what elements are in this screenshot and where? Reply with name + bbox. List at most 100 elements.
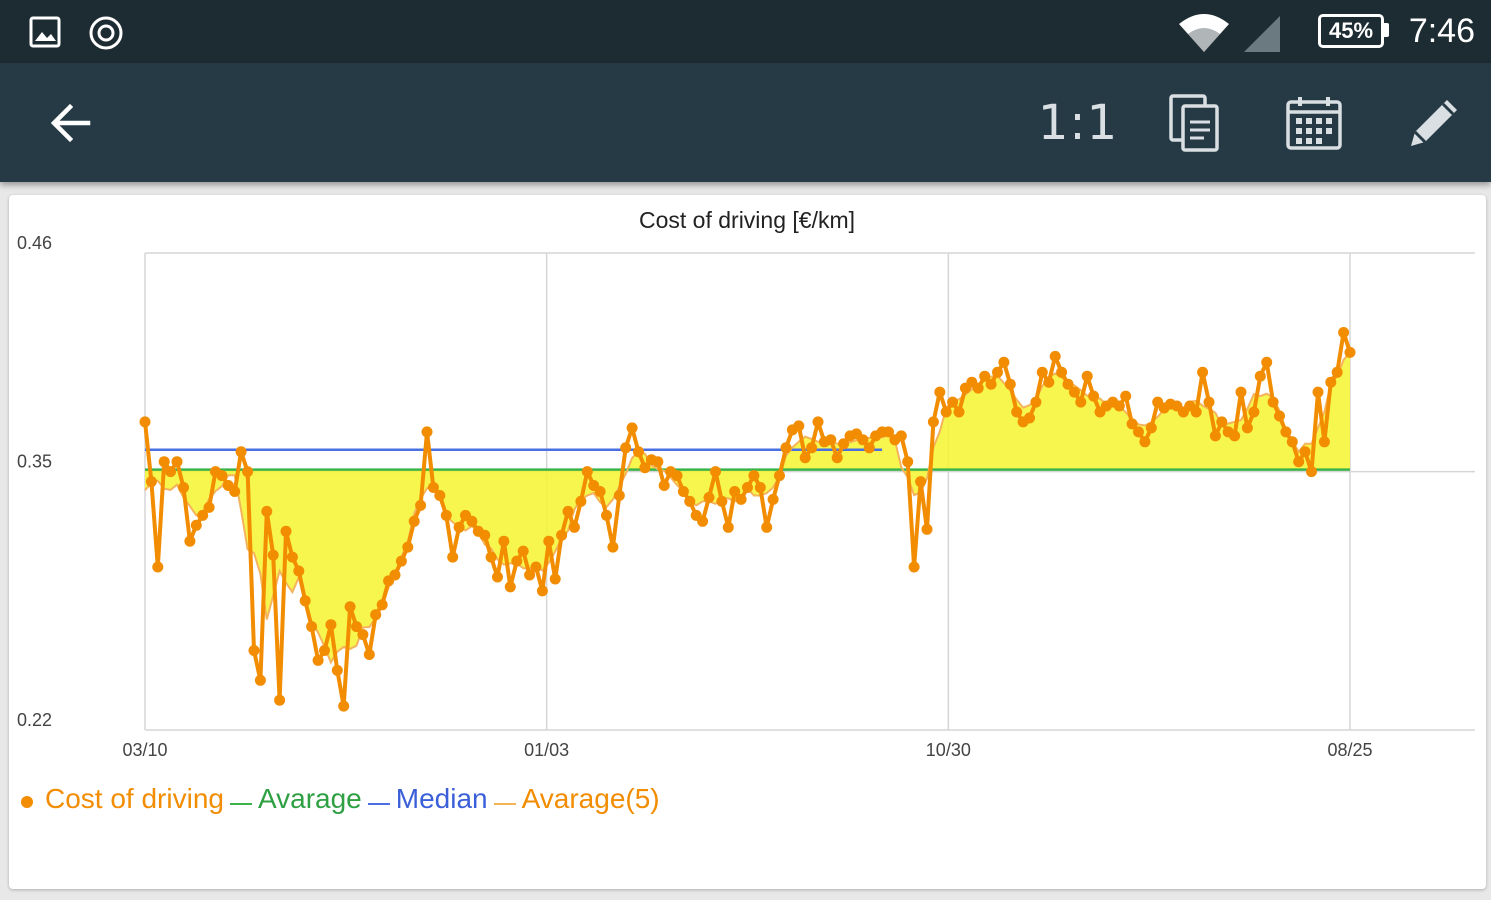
data-point-47	[440, 509, 452, 521]
data-point-74	[613, 490, 625, 501]
data-point-176	[1267, 396, 1279, 408]
legend-label-cost: Cost of driving	[45, 783, 224, 814]
edit-button[interactable]	[1394, 63, 1474, 182]
calendar-button[interactable]	[1274, 63, 1354, 182]
data-point-92	[729, 486, 741, 497]
data-point-96	[754, 482, 766, 493]
data-point-138	[1024, 412, 1035, 424]
copy-button[interactable]	[1155, 63, 1235, 182]
data-point-188	[1344, 346, 1356, 358]
calendar-icon	[1286, 96, 1342, 150]
data-point-68	[575, 495, 587, 507]
data-point-30	[331, 664, 343, 676]
data-point-182	[1306, 466, 1317, 478]
data-point-56	[498, 535, 510, 547]
data-point-80	[652, 456, 664, 468]
data-point-12	[216, 470, 228, 482]
data-point-66	[562, 505, 574, 517]
chart-series	[139, 327, 1356, 712]
data-point-76	[626, 422, 638, 434]
data-point-164	[1190, 406, 1202, 418]
data-point-112	[857, 434, 869, 446]
image-icon	[29, 16, 61, 48]
data-point-89	[710, 466, 721, 478]
data-point-148	[1088, 390, 1100, 402]
data-point-178	[1280, 426, 1292, 438]
data-point-130	[972, 382, 984, 394]
data-point-109	[838, 438, 850, 450]
data-point-135	[1004, 378, 1016, 390]
data-point-144	[1062, 378, 1074, 390]
data-point-73	[607, 541, 619, 553]
data-point-172	[1241, 422, 1253, 434]
data-point-143	[1056, 366, 1068, 378]
y-tick-label-2: 0.22	[17, 710, 52, 730]
data-point-166	[1203, 396, 1215, 408]
data-point-22	[280, 525, 292, 537]
data-point-60	[524, 569, 536, 581]
data-point-99	[774, 470, 785, 482]
data-point-185	[1325, 376, 1337, 388]
data-point-180	[1293, 456, 1305, 468]
data-point-64	[549, 573, 561, 585]
chart-ticks: 0.46 0.35 0.22 03/10 01/03 10/30 08/25	[17, 233, 1373, 760]
status-clock: 7:46	[1408, 12, 1475, 50]
data-point-121	[915, 476, 927, 488]
y-tick-label-1: 0.35	[17, 452, 52, 472]
data-point-126	[947, 396, 959, 408]
data-point-27	[312, 654, 324, 666]
battery-level: 45%	[1328, 18, 1374, 43]
data-point-181	[1299, 446, 1311, 458]
data-point-104	[806, 442, 818, 454]
data-point-170	[1229, 430, 1241, 442]
data-point-90	[716, 495, 728, 507]
data-point-59	[517, 545, 529, 557]
data-point-83	[671, 470, 683, 482]
data-point-142	[1049, 350, 1061, 362]
data-point-7	[184, 535, 196, 547]
data-point-16	[242, 466, 254, 478]
back-button[interactable]	[30, 63, 110, 182]
ratio-label: 1:1	[1037, 94, 1119, 151]
data-point-61	[530, 561, 542, 573]
data-point-36	[370, 609, 382, 621]
x-tick-label-2: 10/30	[926, 740, 971, 760]
data-point-72	[601, 509, 612, 521]
data-point-4	[165, 466, 177, 478]
cost-chart[interactable]: Cost of driving [€/km] 0.46 0.35 0.22 03/10…	[9, 195, 1486, 775]
data-point-177	[1274, 410, 1285, 422]
chart-legend: Cost of driving Avarage Median Avarage(5…	[21, 783, 666, 815]
legend-marker-cost	[21, 796, 33, 808]
data-point-29	[325, 619, 337, 631]
sync-icon	[89, 16, 123, 50]
data-point-147	[1081, 370, 1093, 382]
x-tick-label-1: 01/03	[524, 740, 569, 760]
ratio-button[interactable]: 1:1	[1030, 63, 1126, 182]
arrow-left-icon	[50, 103, 91, 142]
data-point-165	[1197, 366, 1209, 378]
data-point-21	[274, 694, 286, 706]
data-point-88	[703, 492, 715, 503]
status-bar: 45% 7:46	[0, 0, 1491, 63]
data-point-105	[812, 416, 824, 428]
data-point-15	[235, 446, 247, 458]
data-point-108	[831, 452, 843, 464]
data-point-85	[684, 495, 696, 507]
data-point-32	[344, 601, 356, 613]
data-point-91	[722, 521, 734, 533]
data-point-184	[1318, 436, 1330, 448]
data-point-167	[1209, 430, 1221, 442]
legend-item-median: Median	[367, 783, 488, 815]
chart-card: Cost of driving [€/km] 0.46 0.35 0.22 03/10…	[9, 195, 1486, 889]
data-point-87	[697, 515, 709, 527]
data-point-93	[735, 493, 747, 505]
data-point-75	[620, 442, 632, 454]
data-point-17	[248, 645, 260, 656]
data-point-58	[511, 555, 523, 567]
data-point-63	[543, 535, 555, 547]
data-point-14	[229, 486, 241, 497]
data-point-119	[902, 456, 914, 468]
data-point-40	[395, 555, 407, 567]
data-point-23	[286, 551, 298, 563]
chart-reference-lines	[145, 448, 1350, 471]
